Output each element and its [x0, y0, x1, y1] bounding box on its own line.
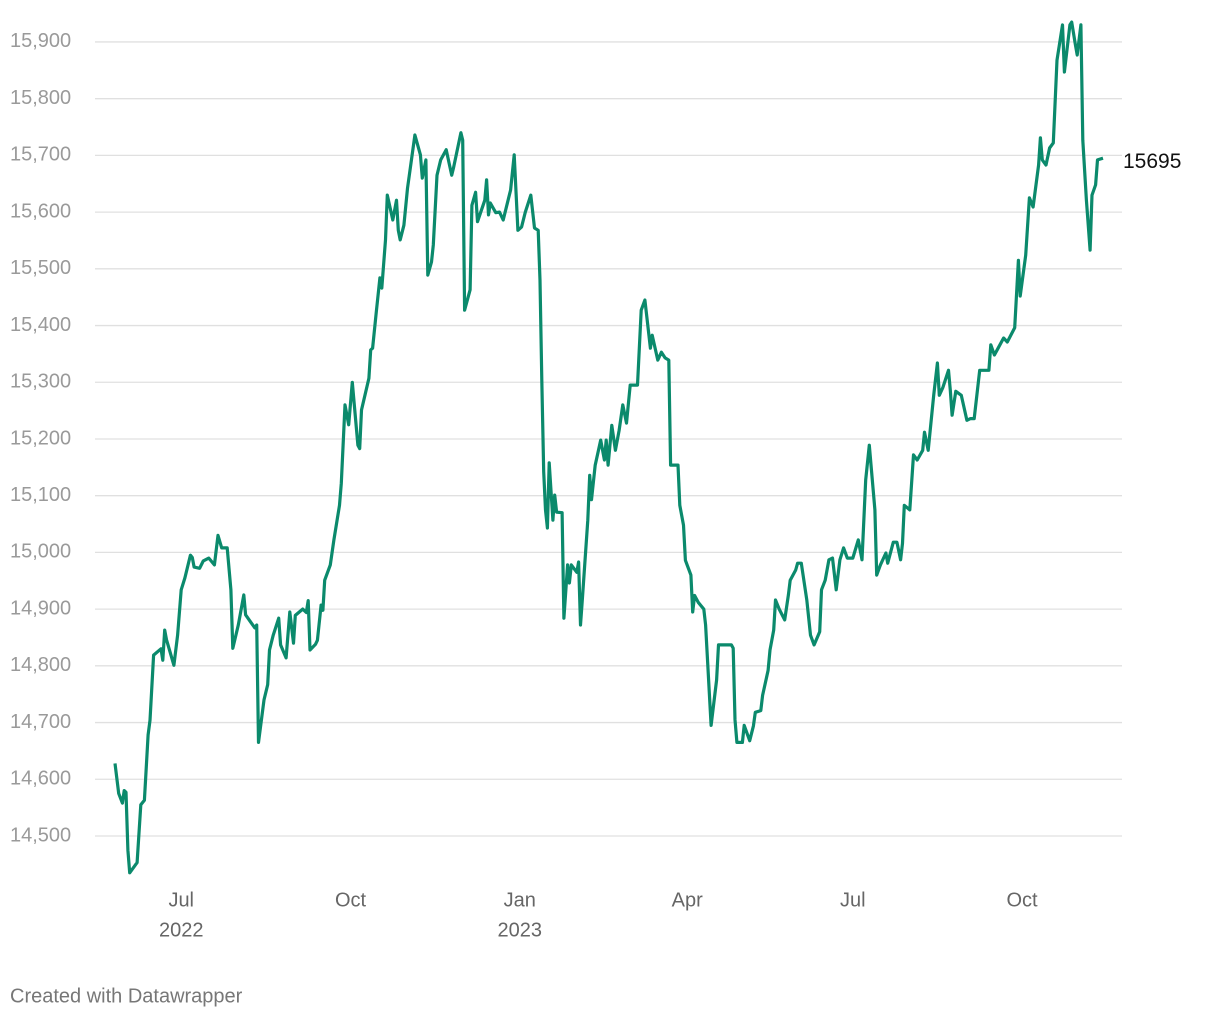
y-tick-label: 15,400 [10, 314, 71, 336]
x-year-label: 2023 [498, 919, 543, 941]
x-tick-label: Oct [335, 889, 367, 911]
y-tick-label: 15,200 [10, 427, 71, 449]
y-tick-label: 14,700 [10, 711, 71, 733]
y-tick-label: 15,100 [10, 484, 71, 506]
x-tick-label: Jan [504, 889, 536, 911]
y-tick-label: 14,900 [10, 597, 71, 619]
credit: Created with Datawrapper [10, 985, 243, 1007]
y-tick-label: 15,700 [10, 144, 71, 166]
y-tick-label: 15,900 [10, 30, 71, 52]
y-tick-label: 14,600 [10, 768, 71, 790]
x-tick-label: Jul [840, 889, 866, 911]
y-tick-label: 15,500 [10, 257, 71, 279]
x-tick-label: Apr [672, 889, 703, 911]
end-label: 15695 [1123, 150, 1181, 173]
y-tick-label: 15,300 [10, 371, 71, 393]
y-tick-label: 14,800 [10, 654, 71, 676]
line [113, 20, 1104, 875]
x-tick-label: Jul [168, 889, 194, 911]
y-tick-label: 14,500 [10, 824, 71, 846]
x-year-label: 2022 [159, 919, 204, 941]
y-tick-label: 15,600 [10, 200, 71, 222]
y-tick-label: 15,000 [10, 541, 71, 563]
y-tick-label: 15,800 [10, 87, 71, 109]
x-tick-label: Oct [1006, 889, 1038, 911]
